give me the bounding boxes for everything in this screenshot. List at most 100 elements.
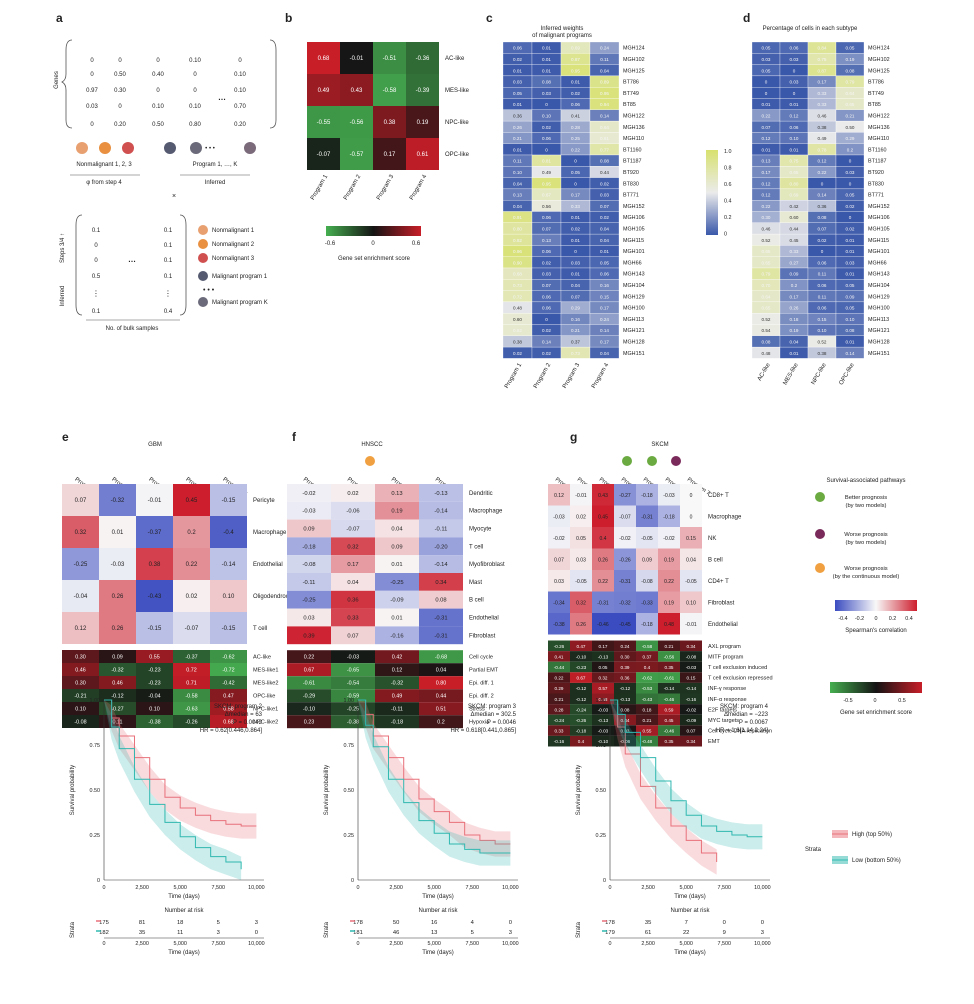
heatmap-f-value: 0.09 [391,544,402,550]
heatmap-c-value: 0 [574,249,577,254]
heatmap-g-value: -0.32 [619,600,631,606]
gsea-g-value: -0.24 [576,707,587,712]
heatmap-f-value: -0.03 [302,509,315,515]
gsea-g-value: 0.55 [643,729,652,734]
gsea-g-value: 0.39 [621,665,630,670]
heatmap-c-value: 0.11 [600,57,609,62]
matrix2-cell: 0.1 [164,243,173,249]
gsea-g-value: 0.34 [687,644,696,649]
sample-label-d: MGH113 [868,317,889,323]
sample-label-c: MGH106 [623,215,645,221]
heatmap-f-cell [375,501,419,520]
gsea-g-cell [548,704,570,715]
heatmap-e-cell [99,484,136,516]
heatmap-f-cell [331,537,375,556]
gsea-e-cell [136,702,173,715]
heatmap-c-value: 0.81 [542,159,551,164]
heatmap-d-value: 0.27 [790,260,799,265]
gsea-e-value: -0.04 [148,694,160,700]
gsea-e-cell [99,650,136,663]
gsea-e-cell [173,676,210,689]
heatmap-g-value: 0.07 [554,557,564,563]
pathway-dot [815,529,825,539]
dots-row: • • • [205,146,215,152]
heatmap-c-value: 0.06 [542,294,551,299]
risk-low-count: 5 [471,930,474,936]
heatmap-g-cell [680,484,702,506]
heatmap-g-cell [680,505,702,527]
heatmap-g-cell [614,548,636,570]
heatmap-g-value: 0.22 [664,579,674,585]
sample-label-c: MGH115 [623,238,644,244]
heatmap-g-value: -0.02 [619,536,631,542]
gs-row-label-e: MES-like2 [253,681,279,687]
sample-label-d: MGH122 [868,113,890,119]
sample-label-c: BT1187 [623,159,641,165]
heatmap-d-value: 0.03 [846,170,855,175]
heatmap-f-cell [419,501,463,520]
gsea-g-value: -0.03 [686,665,697,670]
heatmap-d-value: 0.2 [791,283,798,288]
heatmap-g-value: 0.02 [576,514,586,520]
km-xtick: 7,500 [466,885,480,891]
heatmap-c-value: 0.01 [571,238,580,243]
heatmap-g-cell [570,591,592,613]
gsea-e-value: -0.12 [111,694,123,700]
heatmap-d-value: 0.05 [762,68,771,73]
heatmap-d-value: 0.54 [762,328,771,333]
heatmap-f-value: -0.13 [434,491,447,497]
heatmap-c-value: 0.01 [542,68,551,73]
gsea-e-value: -0.62 [222,655,234,661]
gsea-e-cell [62,650,99,663]
heatmap-d-value: 0.01 [846,272,855,277]
heatmap-c-value: 0.02 [542,125,551,130]
heatmap-g-value: 0.10 [686,600,696,606]
col-label-c: Program 2 [533,362,553,390]
heatmap-g-cell [658,570,680,592]
heatmap-g-cell [636,591,658,613]
prognosis-dot-g [647,456,657,466]
gsea-g-value: -0.10 [576,654,587,659]
col-label-c: Program 1 [504,362,524,390]
heatmap-g-cell [592,505,614,527]
gsea-g-value: 0.47 [577,644,586,649]
km-ytick: 0 [97,878,100,884]
col-label-d: OPC-like [839,362,857,386]
heatmap-g-cell [658,484,680,506]
heatmap-f-value: -0.08 [302,562,315,568]
heatmap-g-cell [614,505,636,527]
heatmap-f-value: 0.13 [391,491,402,497]
row-label-g: Macrophage [708,514,742,520]
heatmap-c-value: 0.05 [571,170,580,175]
km-title: SKCM: program 2 [214,704,263,710]
km-ylabel: Survival probability [324,765,330,815]
heatmap-d-value: 0.70 [762,283,771,288]
gsea-e-value: -0.38 [148,720,160,726]
gsea-g-cell [570,714,592,726]
risk-xtick: 2,500 [641,941,655,947]
sample-label-d: MGH125 [868,68,890,74]
heatmap-g-cell [680,591,702,613]
gsea-f-value: -0.10 [303,707,315,713]
heatmap-d-value: 0.17 [790,294,799,299]
heatmap-f-cell [331,608,375,627]
sample-label-c: MGH125 [623,68,645,74]
gsea-f-value: 0.12 [392,668,403,674]
km-curve-low [358,699,511,854]
heatmap-f-value: -0.25 [302,598,315,604]
km-median: Δmedian = −223 [724,712,769,718]
heatmap-c-value: 0.01 [513,147,522,152]
gsea-g-cell [614,693,636,705]
gsea-e-value: -0.21 [74,694,86,700]
risk-xtick: 0 [609,941,612,947]
sample-label-d: MGH101 [868,249,890,255]
matrix1-cell: 0.97 [86,88,98,94]
worse-prognosis-dot-f [365,456,375,466]
sample-label-d: MGH105 [868,226,890,232]
colorbar-b-tick: 0 [371,241,375,247]
heatmap-d-value: 0.42 [790,204,799,209]
risk-xtick: 7,500 [718,941,732,947]
heatmap-d-value: 0.01 [846,339,855,344]
heatmap-d-value: 0.08 [846,68,855,73]
gsea-g-cell [570,682,592,694]
